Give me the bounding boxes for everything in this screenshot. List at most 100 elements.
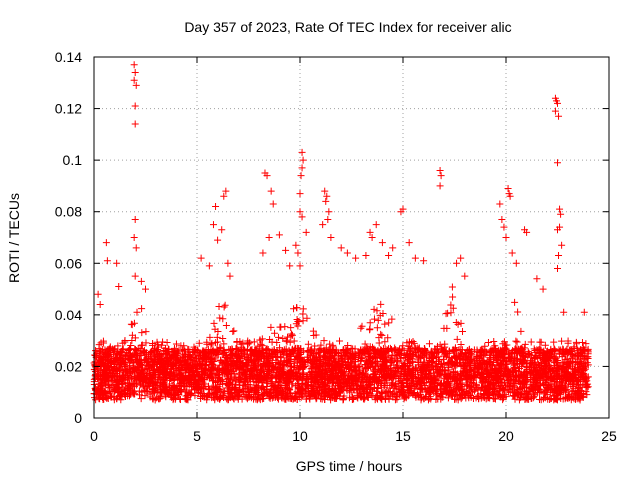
data-point — [151, 351, 159, 359]
data-point — [290, 305, 298, 313]
data-point — [375, 334, 383, 342]
data-point — [202, 393, 210, 401]
data-point — [268, 356, 276, 364]
data-point — [385, 351, 393, 359]
data-point — [151, 396, 159, 404]
data-point — [220, 340, 228, 348]
data-point — [376, 312, 384, 320]
data-point — [531, 391, 539, 399]
data-point — [138, 329, 146, 337]
data-point — [141, 392, 149, 400]
data-point — [293, 362, 301, 370]
data-point — [384, 334, 392, 342]
data-point — [294, 322, 302, 330]
data-point — [229, 327, 237, 335]
data-point — [164, 345, 172, 353]
data-point — [219, 335, 227, 343]
data-point — [216, 314, 224, 322]
data-point — [358, 322, 366, 330]
data-point — [289, 331, 297, 339]
data-point — [142, 339, 150, 347]
data-point — [274, 395, 282, 403]
data-point — [513, 338, 521, 346]
data-point — [219, 391, 227, 399]
data-point — [145, 362, 153, 370]
data-point — [267, 323, 275, 331]
data-point — [554, 359, 562, 367]
data-point — [377, 389, 385, 397]
data-point — [373, 324, 381, 332]
data-point — [481, 342, 489, 350]
data-point — [515, 396, 523, 404]
data-point — [388, 315, 396, 323]
data-point — [197, 394, 205, 402]
data-point — [387, 366, 395, 374]
data-point — [271, 329, 279, 337]
data-point — [531, 351, 539, 359]
data-point — [232, 345, 240, 353]
data-point — [210, 319, 218, 327]
data-point — [550, 338, 558, 346]
data-point — [127, 352, 135, 360]
data-point — [288, 330, 296, 338]
data-point — [198, 360, 206, 368]
data-point — [370, 315, 378, 323]
data-point — [336, 337, 344, 345]
data-point — [193, 355, 201, 363]
data-point — [128, 331, 136, 339]
data-point — [138, 305, 146, 313]
data-point — [117, 396, 125, 404]
data-point — [213, 333, 221, 341]
data-point — [302, 395, 310, 403]
data-point — [223, 380, 231, 388]
data-point — [127, 320, 135, 328]
data-point — [582, 340, 590, 348]
data-point — [185, 389, 193, 397]
data-point — [287, 324, 295, 332]
data-point — [484, 339, 492, 347]
data-point — [250, 394, 258, 402]
data-point — [284, 333, 292, 341]
data-point — [491, 342, 499, 350]
data-point — [540, 359, 548, 367]
data-point — [405, 338, 413, 346]
data-point — [345, 394, 353, 402]
data-point — [381, 338, 389, 346]
data-point — [332, 374, 340, 382]
data-point — [279, 335, 287, 343]
data-point — [222, 322, 230, 330]
data-point — [558, 337, 566, 345]
data-point — [287, 332, 295, 340]
data-point — [118, 346, 126, 354]
data-point — [385, 319, 393, 327]
data-point — [230, 327, 238, 335]
data-point — [220, 303, 228, 311]
data-point — [453, 335, 461, 343]
data-point — [448, 283, 456, 291]
data-point — [257, 340, 265, 348]
data-point — [146, 390, 154, 398]
data-point — [398, 378, 406, 386]
data-point — [172, 340, 180, 348]
data-point — [357, 324, 365, 332]
data-point — [124, 384, 132, 392]
data-point — [388, 352, 396, 360]
data-point — [392, 361, 400, 369]
data-point — [449, 293, 457, 301]
data-point — [393, 358, 401, 366]
data-point — [97, 376, 105, 384]
data-point — [433, 390, 441, 398]
data-point — [370, 305, 378, 313]
data-point — [425, 340, 433, 348]
data-point — [233, 338, 241, 346]
data-point — [403, 357, 411, 365]
data-point — [104, 381, 112, 389]
data-point — [391, 371, 399, 379]
data-point — [97, 379, 105, 387]
data-point — [142, 328, 150, 336]
data-point — [381, 320, 389, 328]
data-point — [303, 347, 311, 355]
data-point — [208, 339, 216, 347]
data-point — [417, 369, 425, 377]
